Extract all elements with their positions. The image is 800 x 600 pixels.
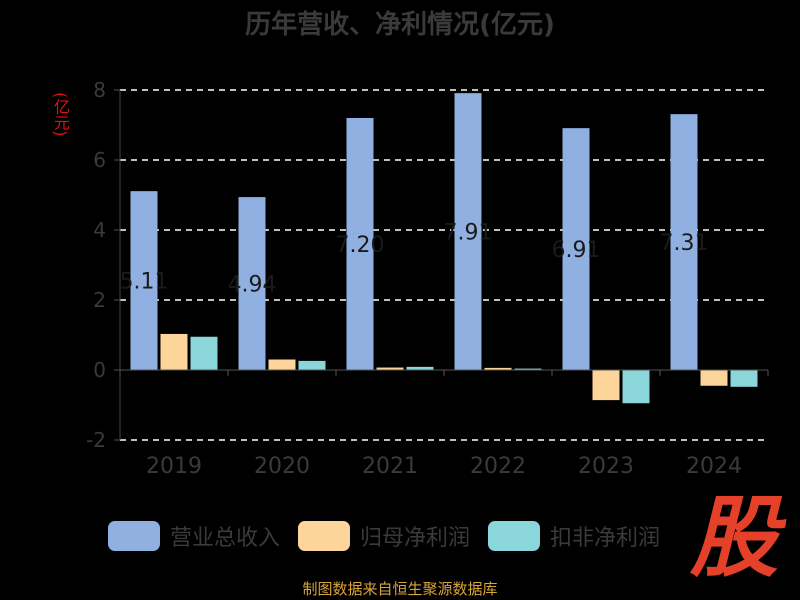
y-tick-label: 0 <box>93 358 106 382</box>
legend-item-revenue[interactable]: 营业总收入 <box>108 520 280 552</box>
data-source-note: 制图数据来自恒生聚源数据库 <box>302 580 498 598</box>
grid-layer <box>120 89 768 441</box>
x-tick-label: 2020 <box>254 454 310 479</box>
legend-item-net-profit[interactable]: 归母净利润 <box>298 520 470 552</box>
data-label: 7.91 <box>444 221 493 246</box>
bar-2-2020 <box>298 360 326 370</box>
data-label: 5.11 <box>120 270 169 295</box>
legend-swatch-net-profit <box>298 521 351 551</box>
x-tick-label: 2023 <box>578 454 634 479</box>
chart-title: 历年营收、净利情况(亿元) <box>245 10 555 40</box>
legend-label-deducted-profit: 扣非净利润 <box>550 526 661 551</box>
y-tick-label: 6 <box>93 148 106 172</box>
bar-2-2019 <box>190 336 218 370</box>
y-tick-label: 2 <box>93 288 106 312</box>
legend-swatch-revenue <box>108 521 160 551</box>
data-label: 7.31 <box>660 231 709 256</box>
bar-0-2023 <box>562 128 590 370</box>
bar-1-2020 <box>268 359 296 370</box>
x-tick-label: 2024 <box>686 454 742 479</box>
bar-2-2024 <box>730 370 758 387</box>
logo: 股 <box>690 486 779 589</box>
legend-item-deducted-profit[interactable]: 扣非净利润 <box>488 520 660 552</box>
bar-1-2023 <box>592 370 620 401</box>
x-tick-label: 2021 <box>362 454 418 479</box>
bar-2-2023 <box>622 370 650 404</box>
data-label: 7.20 <box>336 233 385 258</box>
bar-0-2019 <box>130 191 158 370</box>
bar-0-2024 <box>670 114 698 371</box>
x-tick-label: 2019 <box>146 454 202 479</box>
bar-1-2022 <box>484 367 512 370</box>
bar-2-2021 <box>406 366 434 370</box>
y-axis-unit-label: (亿元) <box>51 92 70 137</box>
legend-swatch-deducted-profit <box>488 521 541 551</box>
y-tick-label: 8 <box>93 78 106 102</box>
bar-0-2020 <box>238 197 266 370</box>
bar-1-2021 <box>376 367 404 370</box>
y-tick-label: 4 <box>93 218 106 242</box>
bar-0-2022 <box>454 93 482 371</box>
data-label: 4.94 <box>228 273 277 298</box>
legend-label-net-profit: 归母净利润 <box>360 526 471 551</box>
bar-2-2022 <box>514 368 542 371</box>
bar-1-2019 <box>160 333 188 370</box>
data-labels-layer: 5.11 4.94 7.20 7.91 6.91 7.31 <box>120 221 709 298</box>
bar-1-2024 <box>700 370 728 386</box>
axis-layer: -2 0 2 4 6 8 2019 2020 2021 2022 2023 2024 <box>86 78 769 479</box>
x-tick-label: 2022 <box>470 454 526 479</box>
legend: 营业总收入 归母净利润 扣非净利润 <box>108 516 660 556</box>
data-label: 6.91 <box>552 238 601 263</box>
bar-0-2021 <box>346 118 374 370</box>
y-tick-label: -2 <box>86 428 106 452</box>
legend-label-revenue: 营业总收入 <box>170 526 281 551</box>
bars-layer <box>130 93 758 404</box>
